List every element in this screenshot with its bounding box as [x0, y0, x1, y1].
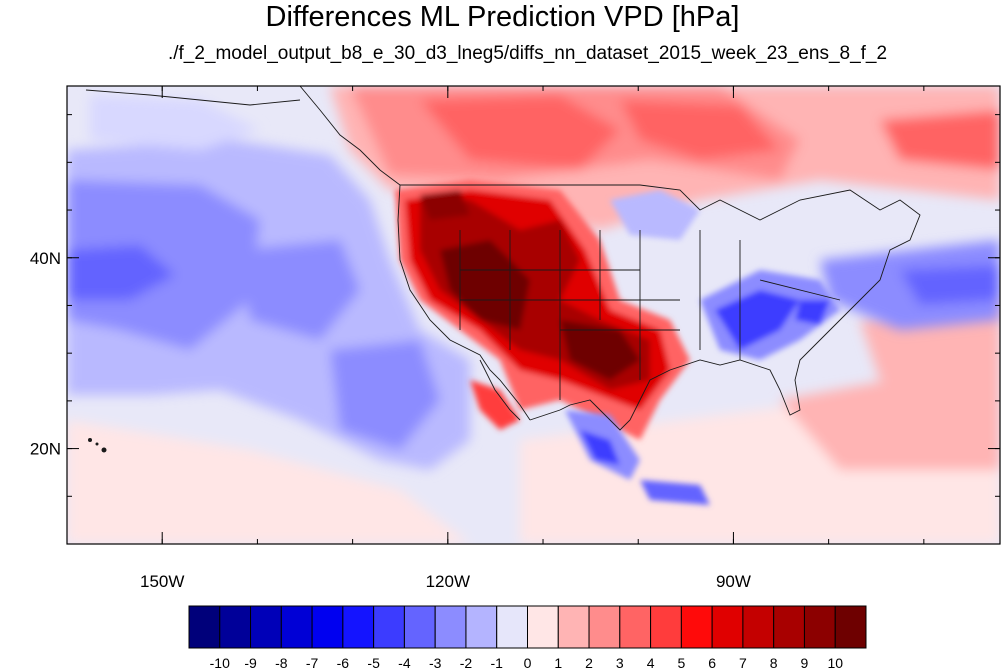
- lon-tick-label: 120W: [426, 572, 470, 591]
- lat-tick-label: 40N: [30, 249, 61, 268]
- eastern-us-negative-field: [610, 190, 840, 360]
- colorbar-swatch: [619, 605, 652, 649]
- colorbar-swatch: [219, 605, 252, 649]
- colorbar-level-label: 2: [585, 655, 593, 671]
- colorbar-level-label: -8: [275, 655, 288, 671]
- lon-tick-label: 90W: [716, 572, 751, 591]
- colorbar-swatch: [803, 605, 836, 649]
- axis-tick-labels: 150W 120W 90W 20N 40N: [30, 249, 751, 591]
- colorbar-swatch: [496, 605, 528, 649]
- map-frame: [66, 85, 1001, 545]
- colorbar-level-label: 4: [647, 655, 655, 671]
- western-us-positive-field: [395, 180, 690, 440]
- colorbar-level-label: 8: [770, 655, 778, 671]
- coastline-and-borders: [85, 86, 921, 431]
- lat-tick-label: 20N: [30, 440, 61, 459]
- colorbar-swatch: [373, 605, 405, 649]
- colorbar-boxes: [188, 605, 867, 649]
- colorbar-level-label: -5: [367, 655, 380, 671]
- colorbar-level-label: -2: [460, 655, 473, 671]
- colorbar-level-label: 6: [708, 655, 716, 671]
- colorbar-swatch: [311, 605, 344, 649]
- colorbar-swatch: [280, 605, 313, 649]
- colorbar-swatch: [188, 605, 221, 649]
- ocean-negative-field: [67, 95, 470, 470]
- colorbar-level-label: 7: [739, 655, 747, 671]
- colorbar-swatch: [403, 605, 436, 649]
- colorbar-level-label: -4: [398, 655, 411, 671]
- colorbar-swatch: [711, 605, 744, 649]
- colorbar-level-label: -1: [491, 655, 504, 671]
- map-subtitle: ./f_2_model_output_b8_e_30_d3_lneg5/diff…: [167, 43, 888, 64]
- colorbar-swatch: [557, 605, 590, 649]
- colorbar-swatch: [527, 605, 559, 649]
- colorbar-level-label: -6: [337, 655, 350, 671]
- colorbar-swatch: [773, 605, 805, 649]
- colorbar-labels: -10 -9 -8 -7 -6 -5 -4 -3 -2 -1 0 1 2 3 4 5 6 7 8 9 10: [210, 655, 844, 671]
- colorbar-swatch: [342, 605, 375, 649]
- hawaii-islands: [88, 438, 107, 453]
- colorbar-swatch: [742, 605, 775, 649]
- gulf-negative-field: [565, 410, 710, 505]
- colorbar-level-label: 1: [554, 655, 562, 671]
- field-layer: [67, 86, 1000, 544]
- colorbar-level-label: -10: [210, 655, 230, 671]
- colorbar-level-label: 9: [801, 655, 809, 671]
- colorbar-swatch: [250, 605, 282, 649]
- colorbar-level-label: 10: [827, 655, 843, 671]
- colorbar-level-label: 5: [677, 655, 685, 671]
- colorbar-swatch: [465, 605, 498, 649]
- colorbar-swatch: [834, 605, 867, 649]
- colorbar-swatch: [680, 605, 713, 649]
- colorbar-level-label: 3: [616, 655, 624, 671]
- colorbar-level-label: -7: [306, 655, 319, 671]
- colorbar-swatch: [434, 605, 467, 649]
- lon-tick-label: 150W: [140, 572, 184, 591]
- axis-ticks: [66, 86, 1000, 544]
- colorbar-level-label: 0: [524, 655, 532, 671]
- map-title: Differences ML Prediction VPD [hPa]: [265, 1, 740, 33]
- atlantic-negative-field: [820, 240, 1000, 330]
- colorbar-swatch: [650, 605, 682, 649]
- colorbar-level-label: -3: [429, 655, 442, 671]
- colorbar-swatch: [588, 605, 621, 649]
- colorbar-level-label: -9: [244, 655, 257, 671]
- southern-pale-field: [67, 300, 1000, 544]
